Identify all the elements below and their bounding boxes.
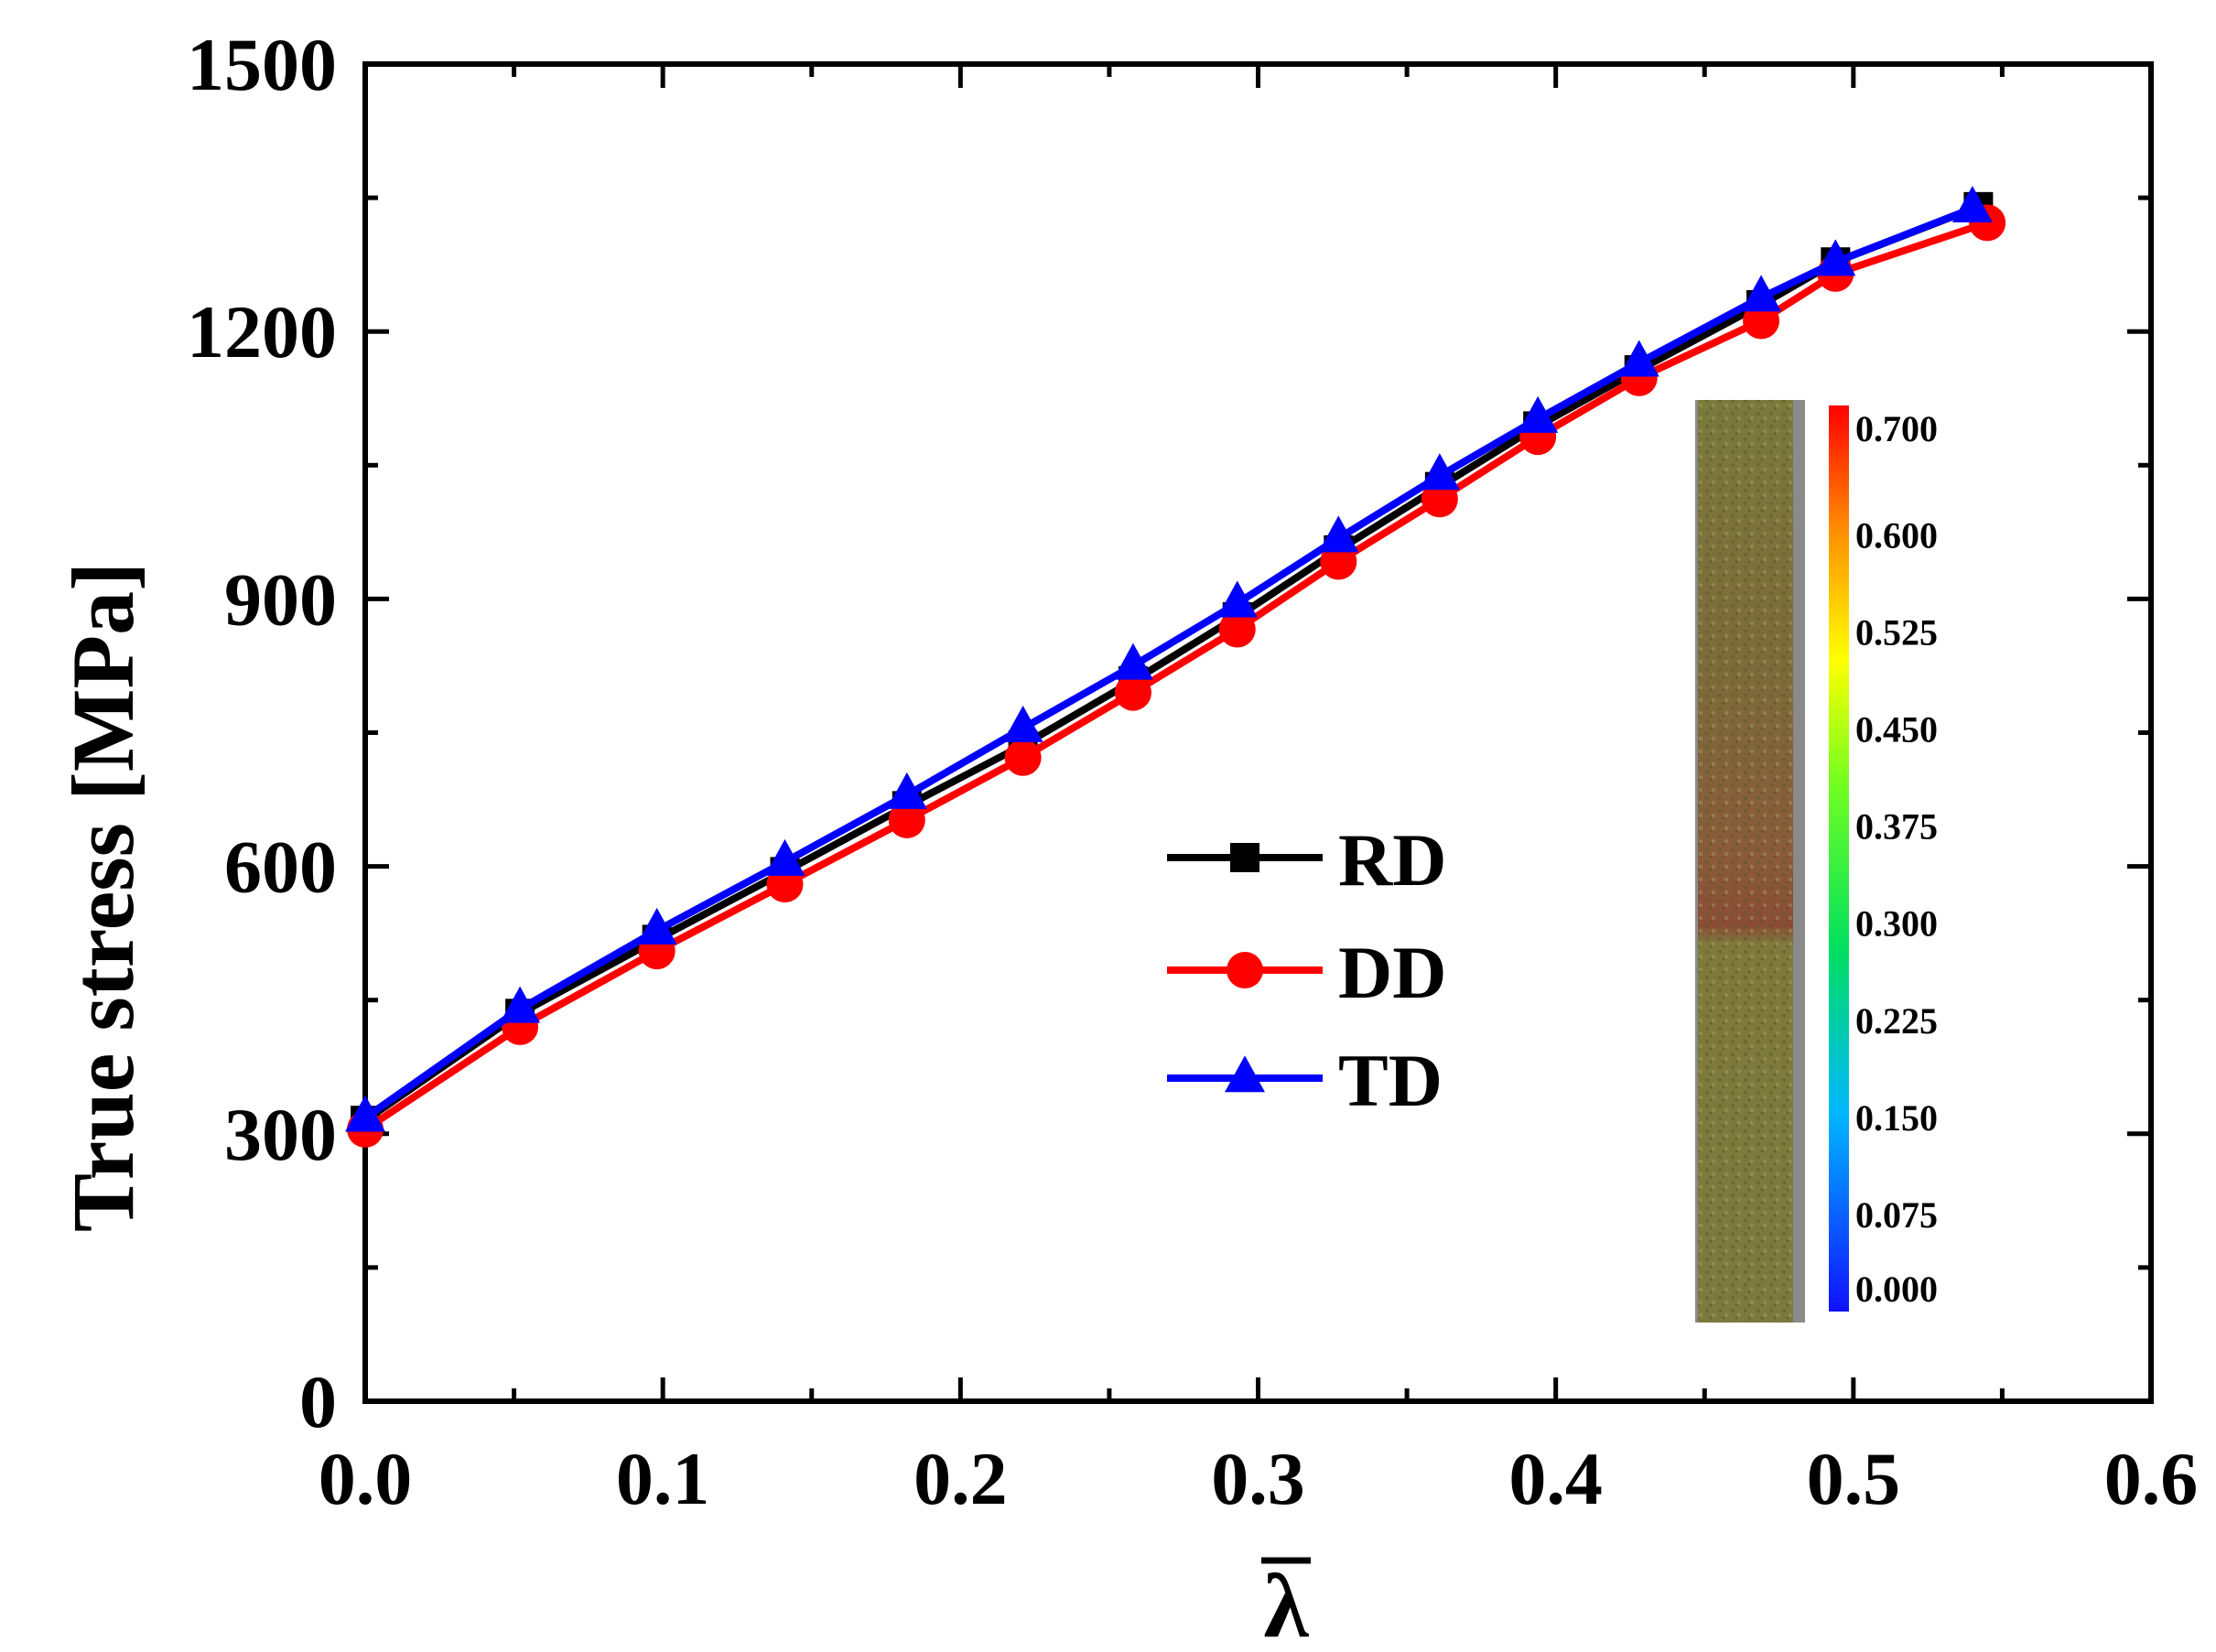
data-point-td (345, 1095, 385, 1132)
x-tick-label: 0.2 (913, 1437, 1008, 1520)
legend-marker-td (1225, 1055, 1265, 1093)
colorbar-label: 0.600 (1855, 514, 1938, 556)
data-point-td (1951, 185, 1993, 222)
colorbar (1829, 405, 1849, 1312)
data-point-td (1318, 515, 1359, 553)
legend: RD DD TD (1167, 818, 1446, 1122)
axis-ticks: 0.0 0.1 0.2 0.3 0.4 0.5 0.6 0 300 600 900 1200 1500 (187, 23, 2198, 1520)
data-point-td (1618, 340, 1659, 377)
legend-label-td: TD (1338, 1039, 1443, 1122)
data-point-td (500, 986, 541, 1023)
x-tick-label: 0.5 (1807, 1437, 1901, 1520)
specimen-texture (1698, 400, 1793, 1323)
data-point-td (636, 907, 677, 945)
series-td (345, 185, 1993, 1132)
colorbar-label: 0.525 (1855, 612, 1938, 653)
data-point-td (1002, 705, 1043, 742)
colorbar-label: 0.300 (1855, 903, 1938, 945)
x-tick-label: 0.6 (2104, 1437, 2199, 1520)
x-tick-label: 0.3 (1211, 1437, 1305, 1520)
colorbar-labels: 0.700 0.600 0.525 0.450 0.375 0.300 0.225 0.150… (1855, 408, 1938, 1310)
y-tick-label: 300 (224, 1093, 337, 1176)
legend-label-dd: DD (1338, 931, 1446, 1014)
colorbar-label: 0.225 (1855, 1000, 1938, 1042)
colorbar-label: 0.375 (1855, 806, 1938, 848)
x-tick-label: 0.0 (319, 1437, 413, 1520)
legend-marker-rd (1230, 843, 1259, 872)
colorbar-label: 0.700 (1855, 408, 1938, 449)
y-tick-label: 600 (224, 826, 337, 909)
legend-label-rd: RD (1338, 818, 1446, 902)
data-point-dd (1743, 302, 1780, 340)
data-point-dd (1114, 674, 1151, 711)
data-point-dd (1004, 739, 1042, 776)
data-point-dd (1218, 610, 1256, 648)
data-point-td (1815, 239, 1856, 276)
data-point-td (764, 838, 805, 876)
legend-marker-dd (1227, 952, 1263, 988)
colorbar-label: 0.075 (1855, 1194, 1938, 1236)
y-tick-label: 1500 (187, 23, 337, 106)
y-tick-label: 1200 (187, 290, 337, 373)
data-point-dd (1320, 543, 1357, 580)
colorbar-label: 0.000 (1855, 1269, 1938, 1310)
data-point-td (1741, 275, 1782, 312)
x-tick-label: 0.1 (616, 1437, 710, 1520)
data-point-td (1216, 580, 1258, 618)
data-point-dd (1421, 480, 1458, 518)
data-point-td (886, 772, 927, 809)
x-axis-label: λ (1263, 1555, 1309, 1652)
y-axis-label: True stress [MPa] (54, 562, 152, 1232)
data-point-td (1419, 453, 1460, 491)
data-point-td (1518, 395, 1559, 433)
data-point-td (1112, 642, 1153, 680)
data-point-dd (888, 801, 925, 838)
series-layer (345, 185, 2006, 1148)
y-tick-label: 900 (224, 557, 337, 641)
x-tick-label: 0.4 (1508, 1437, 1603, 1520)
colorbar-label: 0.150 (1855, 1097, 1938, 1139)
inset-specimen: 0.700 0.600 0.525 0.450 0.375 0.300 0.225 0.150… (1695, 400, 1938, 1323)
y-tick-label: 0 (299, 1360, 337, 1443)
colorbar-label: 0.450 (1855, 709, 1938, 750)
